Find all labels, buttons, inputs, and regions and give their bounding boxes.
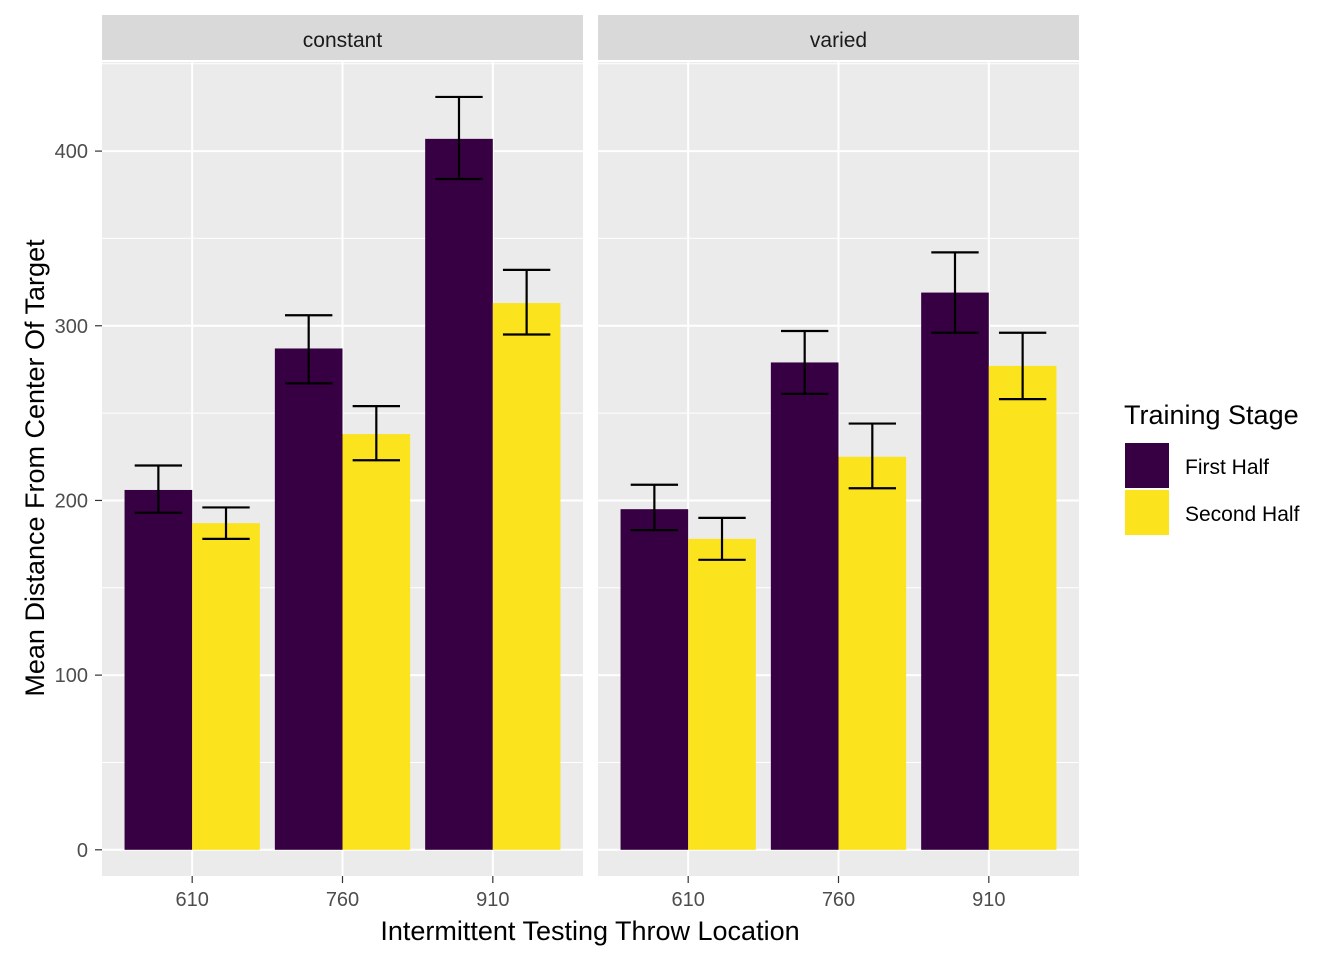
panels-layer: constant 610 760 910 varied 610 760 910 [102,15,1079,911]
facet-strip [102,15,583,60]
bar-varied-760-second-half [838,456,907,850]
bar-constant-910-second-half [492,303,561,850]
bar-constant-910-first-half [425,138,493,850]
legend-title: Training Stage [1124,400,1299,430]
bar-varied-610-second-half [688,538,756,850]
bar-constant-760-second-half [342,434,411,850]
x-tick-label: 760 [326,889,359,911]
bar-varied-610-first-half [620,509,689,850]
x-tick-label: 610 [176,889,209,911]
facet-strip [598,15,1079,60]
error-bar [630,483,679,532]
y-axis: 0 100 200 300 400 [55,141,102,862]
y-tick-label: 400 [55,141,88,163]
facet-strip-label: constant [303,29,383,52]
bar-varied-910-second-half [988,365,1057,850]
error-bar [352,405,400,462]
y-tick-label: 100 [55,665,88,687]
legend-label-second-half: Second Half [1185,503,1300,526]
error-bar [848,422,896,490]
x-tick-label: 910 [972,889,1005,911]
legend-key-second-half [1125,490,1169,535]
legend-label-first-half: First Half [1185,456,1269,479]
y-tick-label: 300 [55,316,88,338]
error-bar [285,314,333,385]
error-bar [781,329,829,395]
facet-strip-label: varied [810,29,867,52]
error-bar [134,464,183,514]
error-bar [502,268,551,336]
legend-key-first-half [1125,443,1169,488]
x-axis-title: Intermittent Testing Throw Location [380,916,799,946]
y-tick-label: 200 [55,490,88,512]
error-bar [435,95,483,181]
bar-constant-610-first-half [124,489,193,850]
error-bar [931,251,979,334]
bar-constant-760-first-half [274,348,343,850]
bar-varied-910-first-half [921,292,989,850]
panel-varied: varied 610 760 910 [598,15,1079,911]
error-bar [998,331,1047,401]
y-axis-title: Mean Distance From Center Of Target [20,239,50,697]
error-bar [202,506,250,540]
bar-varied-760-first-half [770,362,839,850]
bar-constant-610-second-half [192,523,260,850]
legend: Training Stage First Half Second Half [1124,400,1300,535]
panel-constant: constant 610 760 910 [102,15,583,911]
error-bar [698,516,746,561]
y-tick-label: 0 [77,840,88,862]
x-tick-label: 610 [672,889,705,911]
x-tick-label: 760 [822,889,855,911]
x-tick-label: 910 [476,889,509,911]
